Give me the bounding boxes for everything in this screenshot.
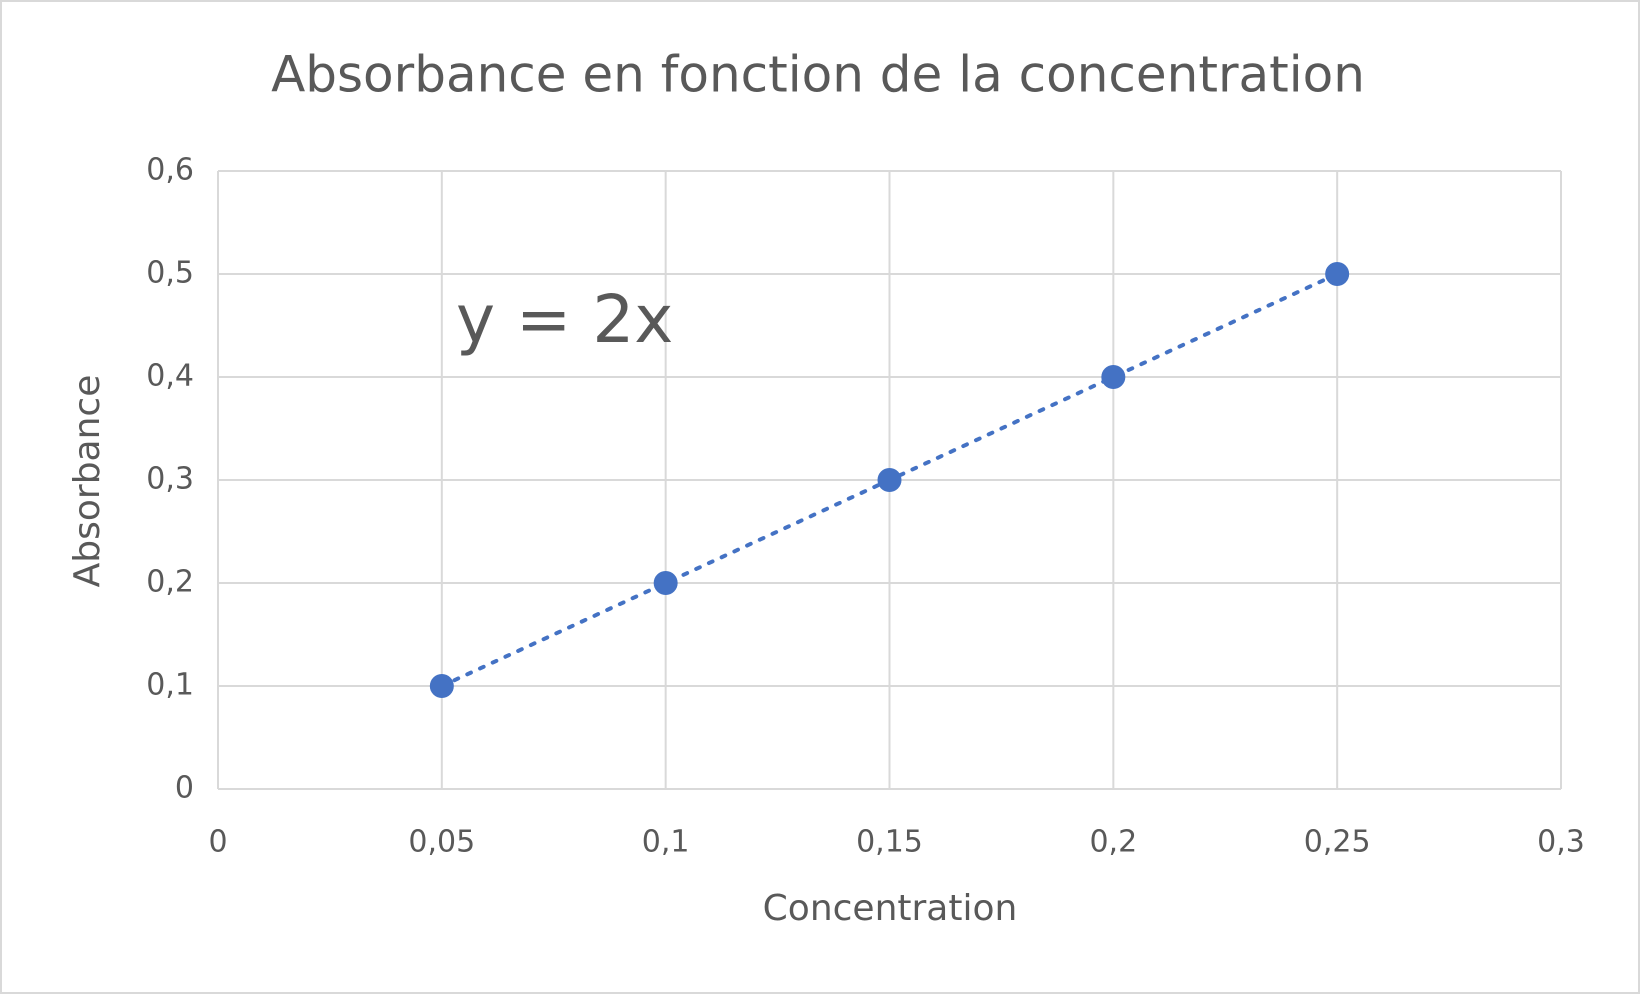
x-axis-title: Concentration <box>763 888 1018 929</box>
y-tick-label: 0,4 <box>146 359 194 394</box>
x-tick-label: 0,05 <box>408 825 475 860</box>
y-tick-label: 0,3 <box>146 462 194 497</box>
y-tick-label: 0,1 <box>146 668 194 703</box>
y-tick-label: 0,6 <box>146 153 194 188</box>
chart-title: Absorbance en fonction de la concentrati… <box>271 46 1365 104</box>
y-tick-label: 0,2 <box>146 565 194 600</box>
data-point <box>653 571 678 595</box>
y-tick-label: 0,5 <box>146 256 194 291</box>
data-point <box>1325 262 1350 286</box>
x-tick-label: 0,1 <box>642 825 690 860</box>
y-tick-label: 0 <box>175 771 194 806</box>
data-point <box>429 674 454 698</box>
y-axis-title: Absorbance <box>67 375 108 588</box>
trendline-equation: y = 2x <box>456 281 673 358</box>
x-tick-label: 0,3 <box>1537 825 1585 860</box>
x-tick-label: 0,15 <box>856 825 923 860</box>
x-tick-label: 0 <box>208 825 227 860</box>
x-tick-label: 0,25 <box>1304 825 1371 860</box>
data-point <box>877 468 902 492</box>
data-point <box>1101 365 1126 389</box>
x-tick-label: 0,2 <box>1089 825 1137 860</box>
